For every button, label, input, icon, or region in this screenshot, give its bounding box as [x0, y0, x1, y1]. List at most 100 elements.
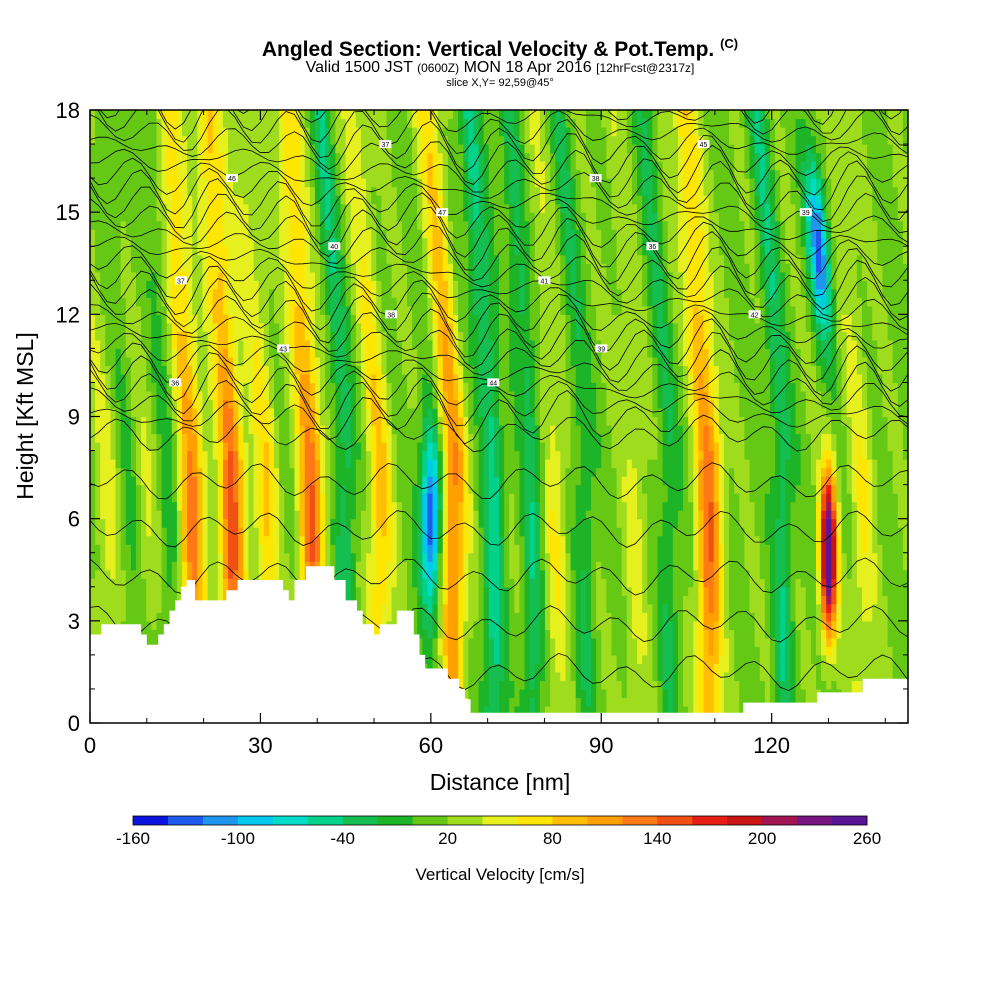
- field-cell: [284, 169, 290, 179]
- field-cell: [141, 569, 147, 579]
- field-cell: [156, 416, 163, 426]
- field-cell: [360, 339, 367, 349]
- field-cell: [268, 356, 275, 367]
- field-cell: [136, 595, 142, 605]
- field-cell: [335, 339, 342, 349]
- field-cell: [345, 493, 352, 503]
- field-cell: [263, 144, 270, 154]
- field-cell: [141, 144, 147, 154]
- field-cell: [95, 280, 101, 290]
- field-cell: [90, 399, 96, 409]
- field-cell: [202, 229, 209, 239]
- field-cell: [366, 527, 372, 537]
- field-cell: [401, 442, 408, 452]
- field-cell: [95, 118, 101, 128]
- field-cell: [197, 195, 204, 205]
- field-cell: [299, 271, 306, 281]
- field-cell: [228, 152, 234, 162]
- field-cell: [136, 280, 142, 290]
- field-cell: [100, 212, 106, 222]
- field-cell: [325, 339, 331, 349]
- field-cell: [294, 118, 301, 128]
- field-cell: [442, 552, 449, 562]
- field-cell: [320, 416, 326, 426]
- field-cell: [192, 365, 198, 375]
- field-cell: [166, 501, 173, 511]
- field-cell: [212, 578, 219, 588]
- field-cell: [192, 527, 198, 537]
- field-cell: [355, 467, 362, 477]
- field-cell: [320, 178, 326, 188]
- field-cell: [207, 493, 214, 503]
- field-cell: [406, 459, 413, 469]
- field-cell: [151, 220, 158, 230]
- field-cell: [335, 305, 342, 315]
- field-cell: [422, 399, 429, 409]
- field-cell: [192, 595, 198, 605]
- field-cell: [330, 186, 336, 196]
- field-cell: [161, 212, 168, 222]
- field-cell: [166, 246, 173, 256]
- field-cell: [417, 314, 423, 324]
- field-cell: [320, 263, 326, 273]
- field-cell: [202, 416, 209, 426]
- field-cell: [294, 254, 301, 264]
- field-cell: [146, 135, 152, 145]
- field-cell: [350, 561, 357, 571]
- field-cell: [187, 314, 193, 324]
- field-cell: [299, 144, 306, 154]
- field-cell: [182, 186, 188, 196]
- field-cell: [299, 544, 306, 554]
- field-cell: [437, 254, 444, 264]
- field-cell: [406, 399, 413, 409]
- field-cell: [115, 322, 122, 332]
- field-cell: [253, 493, 260, 503]
- field-cell: [100, 365, 106, 375]
- field-cell: [381, 416, 388, 426]
- field-cell: [171, 578, 178, 588]
- field-cell: [340, 450, 347, 460]
- field-cell: [309, 348, 316, 358]
- field-cell: [187, 220, 193, 230]
- field-cell: [268, 280, 275, 290]
- field-cell: [437, 433, 444, 443]
- field-cell: [386, 186, 393, 196]
- field-cell: [243, 467, 250, 477]
- field-cell: [294, 161, 301, 171]
- field-cell: [238, 569, 244, 579]
- field-cell: [299, 501, 306, 511]
- field-cell: [437, 390, 444, 401]
- field-cell: [233, 288, 239, 298]
- field-cell: [401, 348, 408, 358]
- field-cell: [412, 186, 418, 196]
- field-cell: [289, 186, 296, 196]
- field-cell: [156, 118, 163, 128]
- field-cell: [360, 442, 367, 452]
- field-cell: [90, 450, 96, 460]
- field-cell: [120, 373, 127, 384]
- field-cell: [217, 203, 224, 213]
- field-cell: [325, 127, 331, 137]
- field-cell: [238, 527, 244, 537]
- field-cell: [171, 527, 178, 537]
- field-cell: [279, 569, 285, 579]
- field-cell: [417, 510, 423, 520]
- field-cell: [192, 118, 198, 128]
- field-cell: [263, 407, 270, 418]
- field-cell: [110, 603, 117, 613]
- field-cell: [258, 510, 265, 520]
- field-cell: [136, 373, 142, 384]
- field-cell: [335, 220, 342, 230]
- field-cell: [105, 229, 112, 239]
- field-cell: [248, 127, 255, 137]
- field-cell: [299, 169, 306, 179]
- field-cell: [248, 544, 255, 554]
- field-cell: [253, 501, 260, 511]
- field-cell: [294, 356, 301, 367]
- field-cell: [248, 314, 255, 324]
- field-cell: [432, 314, 439, 324]
- field-cell: [187, 195, 193, 205]
- field-cell: [396, 203, 403, 213]
- field-cell: [294, 467, 301, 477]
- field-cell: [345, 425, 352, 435]
